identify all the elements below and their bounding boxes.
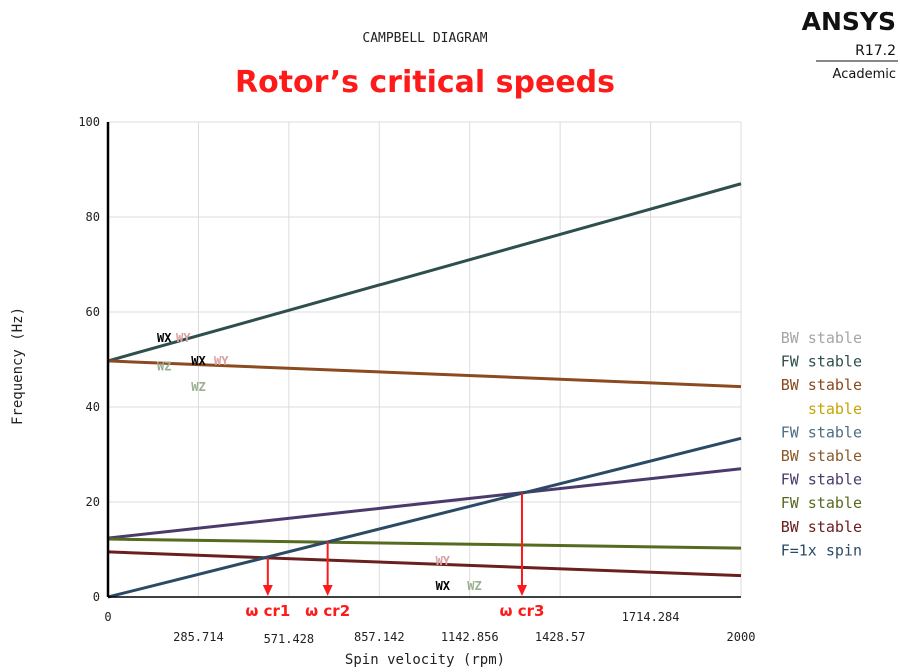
y-tick-labels: 0 20 40 60 80 100 [78, 115, 100, 604]
legend-entry-8: BW stable [781, 518, 862, 536]
series-line-7 [107, 537, 742, 550]
mode-label-8: WZ [467, 579, 481, 593]
legend: BW stable FW stable BW stable stable FW stab… [781, 329, 862, 559]
critical-label-2: ω cr3 [499, 602, 544, 620]
ansys-logo: ANSYS R17.2 Academic [802, 7, 898, 82]
x-axis-label: Spin velocity (rpm) [345, 652, 505, 668]
critical-arrow-0 [262, 585, 273, 596]
y-tick-label-5: 100 [78, 115, 100, 129]
mode-label-1: WY [176, 331, 191, 345]
legend-entry-3: stable [808, 400, 862, 418]
grid [107, 121, 742, 598]
logo-edition: Academic [833, 67, 896, 82]
logo-version: R17.2 [855, 43, 896, 59]
legend-entry-9: F=1x spin [781, 541, 862, 559]
x-tick-label-4: 1142.856 [441, 630, 499, 644]
series-line-1 [107, 182, 742, 363]
y-tick-label-4: 80 [86, 210, 100, 224]
mode-label-6: WY [436, 554, 451, 568]
critical-arrow-1 [322, 585, 333, 596]
series-line-2 [107, 359, 742, 389]
series-lines [107, 182, 742, 599]
legend-entry-4: FW stable [781, 423, 862, 441]
x-tick-label-3: 857.142 [354, 630, 405, 644]
x-tick-label-5: 1428.57 [535, 630, 586, 644]
legend-entry-0: BW stable [781, 329, 862, 347]
logo-brand: ANSYS [802, 7, 896, 36]
mode-label-7: WX [436, 579, 451, 593]
legend-entry-7: FW stable [781, 494, 862, 512]
legend-entry-2: BW stable [781, 376, 862, 394]
series-line-8 [107, 550, 742, 578]
x-tick-label-0: 0 [104, 610, 111, 624]
x-tick-label-7: 2000 [727, 630, 756, 644]
x-tick-labels: 0 285.714 571.428 857.142 1142.856 1428.57 171… [104, 610, 755, 646]
y-tick-label-0: 0 [93, 590, 100, 604]
critical-speed-markers: ω cr1 ω cr2 ω cr3 [245, 492, 544, 620]
critical-label-1: ω cr2 [305, 602, 350, 620]
mode-label-4: WY [214, 354, 229, 368]
axes [106, 122, 741, 598]
x-tick-label-6: 1714.284 [622, 610, 680, 624]
y-tick-label-2: 40 [86, 400, 100, 414]
x-tick-label-1: 285.714 [173, 630, 224, 644]
legend-entry-5: BW stable [781, 447, 862, 465]
critical-label-0: ω cr1 [245, 602, 290, 620]
series-line-6 [107, 467, 742, 540]
x-tick-label-2: 571.428 [264, 632, 315, 646]
diagram-title: CAMPBELL DIAGRAM [362, 31, 487, 46]
mode-label-3: WX [191, 354, 206, 368]
subtitle: Rotor’s critical speeds [235, 65, 615, 100]
legend-entry-1: FW stable [781, 353, 862, 371]
y-tick-label-3: 60 [86, 305, 100, 319]
mode-label-2: WZ [157, 360, 171, 374]
mode-label-5: WZ [191, 380, 205, 394]
legend-entry-6: FW stable [781, 471, 862, 489]
critical-arrow-2 [516, 585, 527, 596]
mode-label-0: WX [157, 331, 172, 345]
y-axis-label: Frequency (Hz) [10, 307, 26, 425]
series-line-9 [107, 436, 742, 599]
y-tick-label-1: 20 [86, 495, 100, 509]
